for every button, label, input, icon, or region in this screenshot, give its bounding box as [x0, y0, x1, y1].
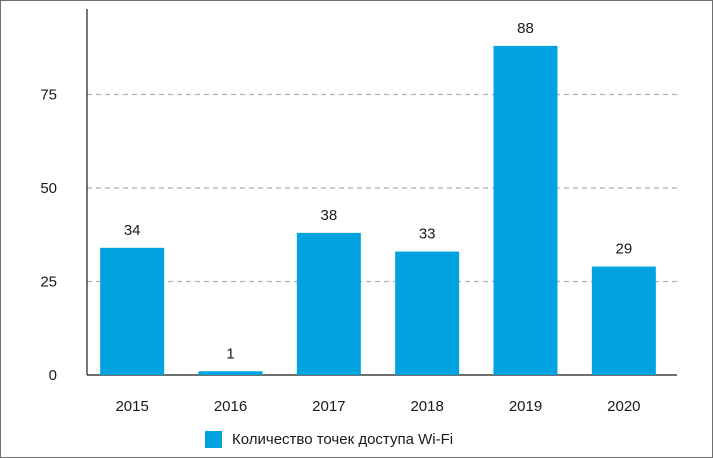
data-label: 33: [419, 226, 436, 243]
data-label: 1: [226, 345, 234, 362]
data-label: 38: [320, 207, 337, 224]
data-label: 88: [517, 20, 534, 37]
bar: [395, 251, 460, 375]
legend: Количество точек доступа Wi-Fi: [205, 431, 453, 448]
y-tick-label: 25: [40, 274, 57, 291]
x-tick-label: 2019: [509, 398, 542, 415]
bar: [591, 266, 656, 375]
y-tick-label: 0: [49, 367, 57, 384]
data-label: 29: [615, 241, 632, 258]
y-tick-label: 50: [40, 180, 57, 197]
bar: [296, 232, 361, 375]
x-tick-label: 2016: [214, 398, 247, 415]
x-tick-label: 2018: [410, 398, 443, 415]
bar: [198, 371, 263, 375]
bar: [100, 247, 165, 375]
x-tick-label: 2017: [312, 398, 345, 415]
x-tick-label: 2015: [115, 398, 148, 415]
bar-chart: 0 25 50 75 34 2015 1 2016 38 2017 33 2018 88 2019 29 20…: [40, 9, 677, 415]
x-tick-label: 2020: [607, 398, 640, 415]
legend-label: Количество точек доступа Wi-Fi: [232, 431, 454, 448]
legend-swatch: [205, 431, 222, 448]
bar: [493, 45, 558, 375]
y-tick-label: 75: [40, 87, 57, 104]
data-label: 34: [124, 222, 141, 239]
